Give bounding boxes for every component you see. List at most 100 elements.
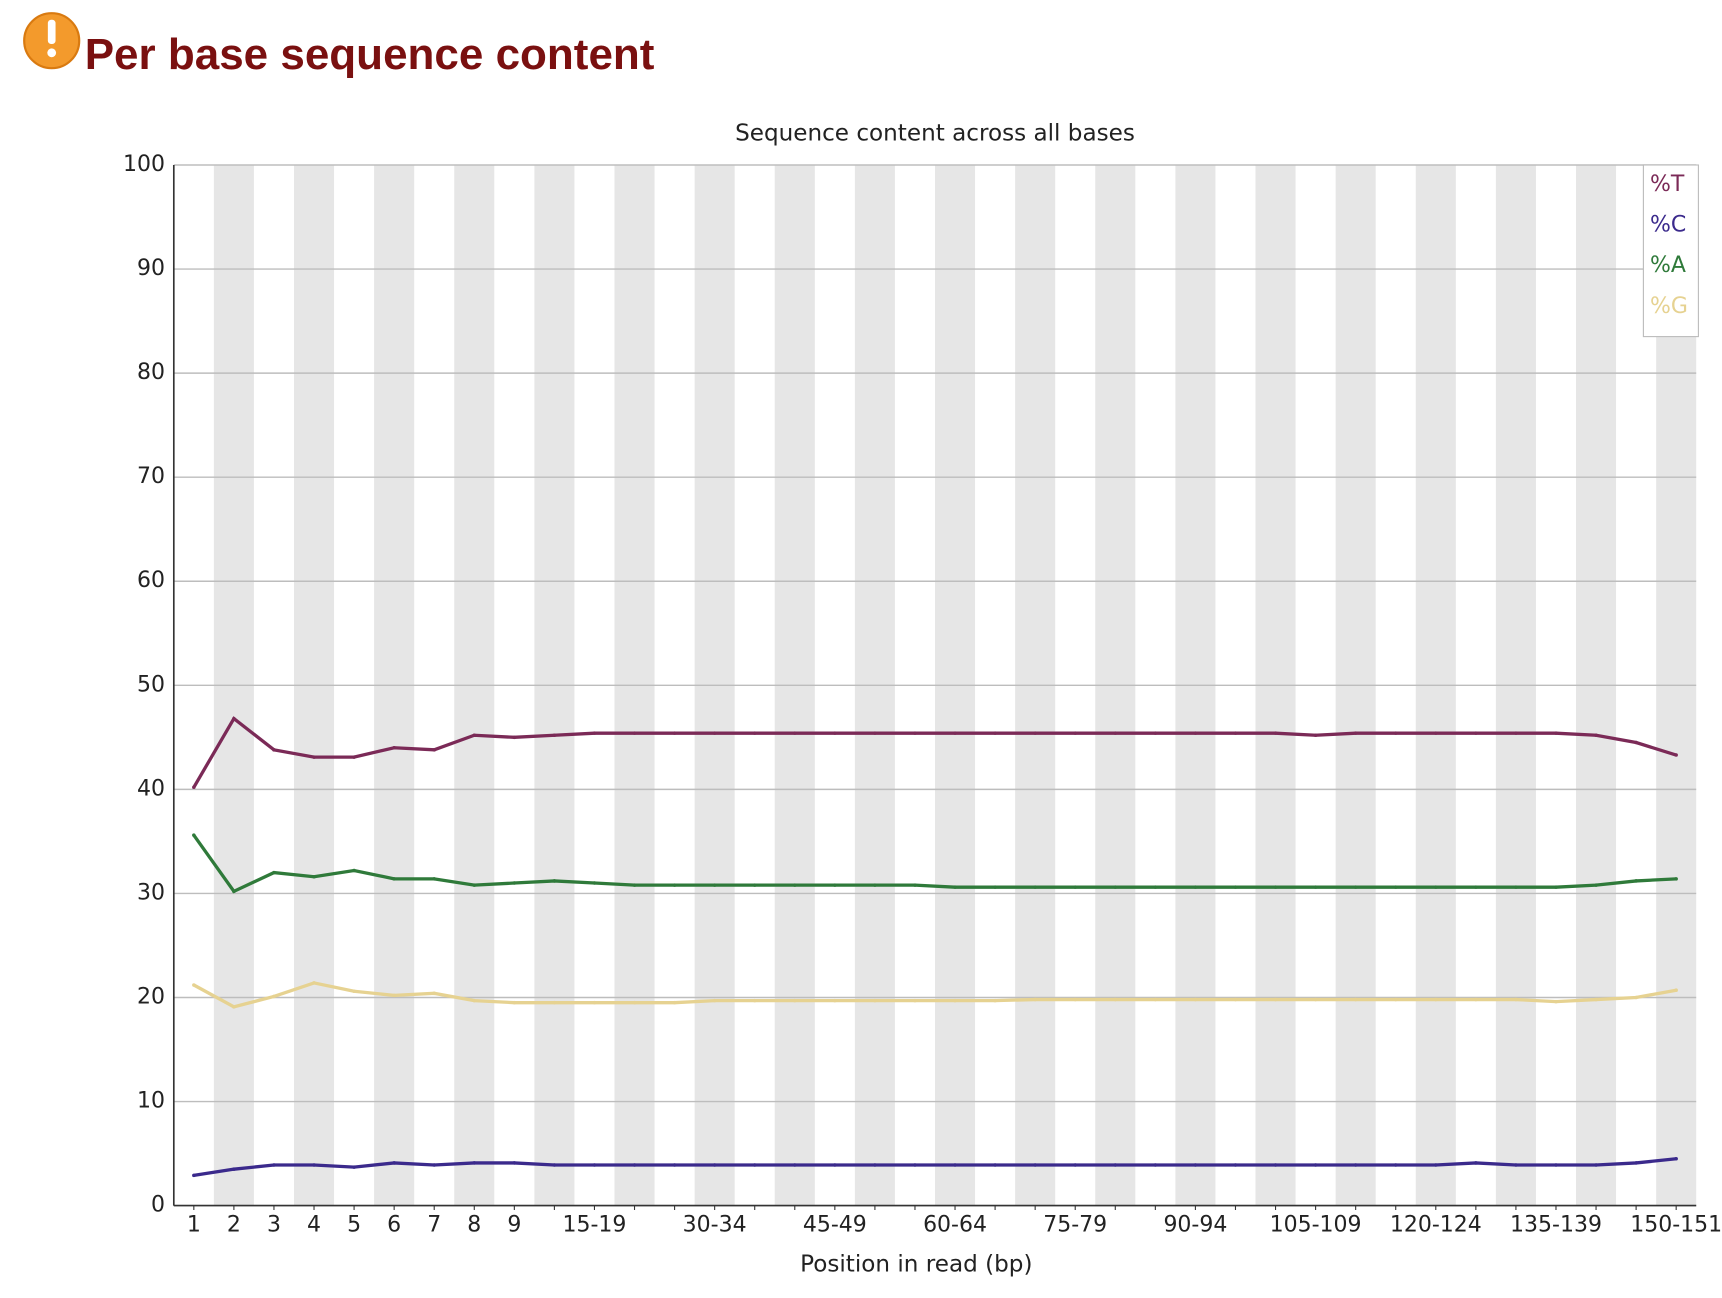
point [272,1163,276,1167]
point [672,1000,677,1005]
point [352,755,356,759]
point [833,998,837,1003]
point [913,731,917,735]
point [272,870,276,875]
point [1393,731,1398,735]
point [312,755,316,759]
x-tick-label: 2 [227,1212,241,1237]
point [1674,753,1678,757]
chart-root: Per base sequence content Sequence conte… [23,12,1722,1277]
point [632,731,637,735]
point [1033,997,1037,1002]
point [1393,885,1398,889]
point [1073,731,1077,735]
point [1033,885,1037,889]
point [552,879,557,883]
point [1554,1163,1558,1167]
x-tick-label: 1 [187,1212,201,1237]
x-tick-label: 150-151 [1630,1212,1722,1237]
point [1554,885,1558,889]
point [1193,1163,1198,1167]
point [752,1163,757,1167]
point [1674,877,1678,881]
point [1153,997,1158,1002]
point [1353,997,1358,1002]
point [672,731,677,735]
point [1554,999,1558,1004]
point [1474,1161,1478,1165]
legend-entry: %A [1650,253,1686,278]
point [1153,1163,1158,1167]
point [392,993,396,998]
point [632,1163,637,1167]
x-tick-label: 90-94 [1163,1212,1227,1237]
point [913,1163,917,1167]
x-tick-label: 7 [427,1212,441,1237]
point [232,1167,236,1171]
point [352,1165,356,1169]
point [1434,731,1438,735]
point [1273,997,1278,1002]
point [232,1005,236,1009]
point [1674,1157,1678,1161]
y-tick-label: 20 [137,984,165,1009]
x-tick-label: 30-34 [683,1212,747,1237]
point [472,733,477,738]
y-tick-label: 80 [137,360,165,385]
point [1594,997,1598,1002]
point [1474,731,1478,735]
point [592,881,597,885]
chart-title: Sequence content across all bases [735,121,1135,147]
point [1393,1163,1398,1167]
point [953,998,957,1003]
point [833,1163,837,1167]
point [1393,997,1398,1002]
point [1233,1163,1238,1167]
x-tick-label: 9 [507,1212,521,1237]
point [1674,988,1678,992]
y-tick-label: 90 [137,256,165,281]
point [752,883,757,887]
x-tick-label: 3 [267,1212,281,1237]
point [1514,997,1518,1002]
point [913,998,917,1003]
point [1634,1161,1638,1165]
legend-entry: %T [1650,172,1685,197]
x-tick-label: 105-109 [1270,1212,1362,1237]
point [1634,995,1638,1000]
point [793,883,797,887]
point [1514,885,1518,889]
point [1273,885,1278,889]
y-tick-label: 40 [137,776,165,801]
point [592,1000,597,1005]
series-line [192,834,1677,894]
x-tick-label: 75-79 [1043,1212,1107,1237]
y-tick-label: 50 [137,672,165,697]
point [392,1161,396,1165]
point [512,1000,517,1005]
point [1634,740,1638,745]
point [432,991,436,996]
x-tick-label: 6 [387,1212,401,1237]
x-axis-label: Position in read (bp) [800,1251,1032,1277]
point [1313,997,1318,1002]
point [352,868,356,873]
point [1594,883,1598,887]
point [1073,997,1077,1002]
point [432,877,436,881]
point [1153,885,1158,889]
point [993,731,997,735]
point [1634,879,1638,883]
point [1313,733,1318,738]
point [1193,731,1198,735]
point [953,1163,957,1167]
point [1033,731,1037,735]
y-tick-label: 70 [137,464,165,489]
point [1474,885,1478,889]
point [1514,1163,1518,1167]
point [1233,731,1238,735]
point [1514,731,1518,735]
warning-icon-dot [47,48,57,58]
point [752,998,757,1003]
point [1073,1163,1077,1167]
